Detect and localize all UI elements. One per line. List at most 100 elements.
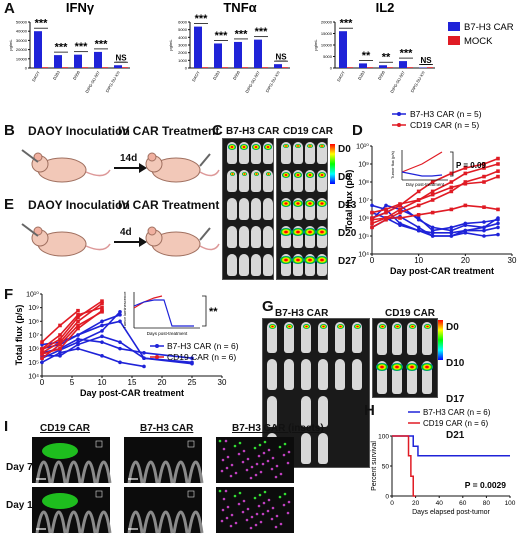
panel-e-treatment-label: IV CAR Treatment — [118, 198, 220, 212]
cell-signal — [257, 504, 261, 508]
panel-i-header-b7h3: B7-H3 CAR — [140, 423, 194, 434]
data-point — [100, 329, 104, 333]
mouse-image — [284, 359, 294, 390]
cell-signal — [238, 441, 242, 445]
imaging-day-label: D20 — [338, 228, 357, 239]
mouse-image — [251, 254, 261, 276]
data-point — [76, 315, 80, 320]
mouse-image — [251, 198, 261, 220]
tissue-fold — [127, 460, 144, 484]
panel-i-header-cd19: CD19 CAR — [40, 423, 91, 434]
cell-signal — [250, 515, 254, 519]
data-point — [416, 228, 421, 233]
cell-signal — [245, 518, 249, 522]
significance-label: *** — [340, 18, 354, 30]
data-point — [190, 356, 194, 361]
data-point — [463, 228, 468, 233]
data-point — [416, 203, 421, 208]
data-point — [384, 216, 388, 220]
tissue-fold — [50, 460, 67, 484]
mouse-icon — [145, 226, 220, 257]
cell-signal — [287, 500, 291, 504]
panel-c-cd19-imaging — [276, 138, 328, 280]
bioluminescence-signal — [319, 324, 327, 329]
cell-signal — [279, 522, 283, 526]
cell-signal — [271, 506, 275, 510]
mouse-image — [227, 142, 237, 164]
cell-signal — [282, 453, 286, 457]
panel-c-b7h3-imaging — [222, 138, 274, 280]
chart-0: IFNγ pg/mL 50000 40000 30000 20000 10000 0 *** DA… — [8, 0, 130, 94]
y-tick-label: 10¹⁰ — [26, 291, 39, 299]
category-label: DIPG-SU-007 — [389, 69, 406, 94]
y-tick-label: 10⁸ — [358, 180, 369, 187]
data-point — [416, 213, 421, 217]
data-point — [398, 207, 402, 212]
mouse-image — [284, 322, 294, 353]
cell-signal — [259, 520, 263, 524]
imaging-day-label: D10 — [446, 358, 465, 369]
significance-label: *** — [235, 28, 249, 40]
bioluminescence-signal — [336, 324, 344, 329]
mouse-image — [263, 142, 273, 164]
y-tick-label: 10¹⁰ — [356, 143, 369, 151]
cell-signal — [266, 459, 270, 463]
cell-signal — [225, 516, 229, 520]
data-point — [416, 198, 421, 202]
cell-signal — [224, 489, 228, 493]
cell-signal — [222, 497, 226, 501]
bioluminescence-signal — [281, 200, 291, 207]
y-tick-label: 15000 — [321, 31, 333, 36]
inset-series-b7h3 — [401, 171, 443, 177]
bar-mock — [42, 67, 48, 68]
bioluminescence-signal — [318, 172, 326, 178]
data-point — [76, 346, 80, 351]
bioluminescence-signal — [228, 144, 236, 150]
data-point — [76, 326, 80, 331]
data-point — [463, 203, 468, 208]
bioluminescence-signal — [285, 324, 293, 329]
cell-signal — [282, 503, 286, 507]
significance-label: *** — [255, 26, 269, 38]
imaging-day-label: D17 — [446, 394, 465, 405]
data-point — [384, 207, 388, 212]
data-point — [496, 156, 500, 161]
y-tick-label: 5000 — [323, 54, 333, 59]
y-axis-label: Total flux (p/s) — [14, 305, 24, 366]
y-tick-label: 10⁷ — [29, 333, 40, 340]
data-point — [482, 162, 486, 166]
significance-label: *** — [75, 41, 89, 53]
cell-signal — [229, 524, 233, 528]
mouse-image — [422, 361, 432, 394]
mouse-image — [392, 361, 402, 394]
panel-label-d: D — [352, 122, 363, 139]
bar-b7h3 — [339, 31, 347, 68]
tissue-fold — [80, 510, 97, 534]
legend-label: B7-H3 CAR (n = 6) — [167, 341, 239, 351]
data-point — [482, 166, 486, 170]
mouse-image — [392, 322, 402, 355]
bioluminescence-signal — [378, 324, 386, 329]
y-tick-label: 0 — [330, 66, 333, 71]
tissue-fold — [172, 510, 189, 534]
data-point — [449, 231, 454, 235]
panel-a-charts: IFNγpg/mL50000400003000020000100000***DA… — [8, 0, 514, 94]
mouse-image — [305, 142, 315, 164]
tissue-fold — [35, 460, 52, 484]
bar-b7h3 — [254, 39, 262, 68]
panel-label-f: F — [4, 286, 14, 303]
bioluminescence-signal — [316, 256, 327, 265]
x-tick-label: 100 — [505, 500, 516, 507]
category-label: D283 — [52, 69, 61, 80]
mouse-image — [407, 322, 417, 355]
mouse-image — [293, 142, 303, 164]
panel-d-chart: 10⁴ 10⁵ 10⁶ 10⁷ 10⁸ 10⁹ 10¹⁰ 0 10 20 30 Day post-CA… — [344, 110, 517, 276]
mouse-image — [293, 198, 303, 220]
x-axis-label: Day post-CAR treatment — [390, 266, 494, 276]
cell-signal — [230, 463, 234, 467]
tissue-fold — [142, 460, 159, 484]
data-point — [100, 308, 104, 313]
bioluminescence-signal — [391, 363, 403, 372]
bioluminescence-signal — [265, 172, 271, 176]
data-point — [58, 350, 62, 355]
